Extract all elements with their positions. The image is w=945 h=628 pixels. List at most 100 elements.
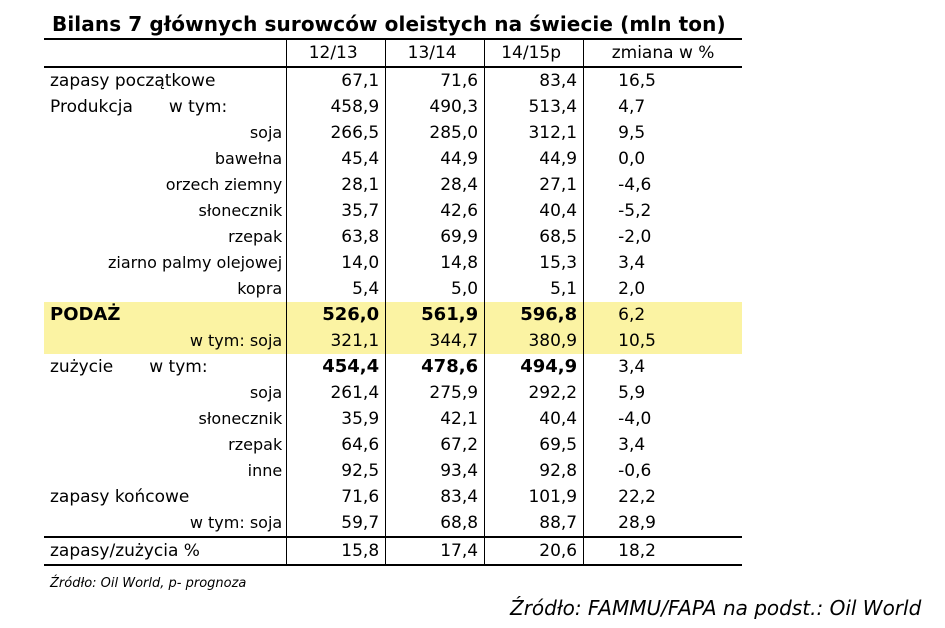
header-cell-change: zmiana w % [583, 38, 742, 68]
row-label-text: orzech ziemny [165, 175, 283, 194]
value-cell: 380,9 [484, 328, 584, 354]
value-cell: 63,8 [286, 224, 386, 250]
value-cell: 5,1 [484, 276, 584, 302]
value-cell: 285,0 [385, 120, 485, 146]
row-label-text: rzepak [228, 227, 283, 246]
table-row: w tym: soja 59,7 68,8 88,7 28,9 [44, 510, 742, 537]
value-cell: 18,2 [583, 536, 742, 566]
row-label-text: ziarno palmy olejowej [108, 253, 283, 272]
value-cell: 596,8 [484, 302, 584, 328]
table-row: soja 266,5 285,0 312,1 9,5 [44, 120, 742, 146]
value-cell: 92,8 [484, 458, 584, 484]
value-cell: 2,0 [583, 276, 742, 302]
value-cell: 40,4 [484, 406, 584, 432]
value-cell: 83,4 [484, 67, 584, 94]
value-cell: 5,0 [385, 276, 485, 302]
row-label-text: soja [249, 123, 283, 142]
value-cell: 513,4 [484, 94, 584, 120]
row-label: orzech ziemny [44, 172, 287, 198]
value-cell: 71,6 [286, 484, 386, 510]
value-cell: 28,9 [583, 510, 742, 537]
row-label: soja [44, 120, 287, 146]
row-label: bawełna [44, 146, 287, 172]
balance-table: 12/13 13/14 14/15p zmiana w % zapasy poc… [44, 38, 742, 566]
source-note: Źródło: Oil World, p- prognoza [50, 576, 247, 591]
row-label-text: Produkcja [50, 97, 133, 117]
value-cell: 454,4 [286, 354, 386, 380]
value-cell: 68,5 [484, 224, 584, 250]
table-row: bawełna 45,4 44,9 44,9 0,0 [44, 146, 742, 172]
table-row: Produkcja w tym: 458,9 490,3 513,4 4,7 [44, 94, 742, 120]
value-cell: 35,7 [286, 198, 386, 224]
value-cell: 4,7 [583, 94, 742, 120]
value-cell: 321,1 [286, 328, 386, 354]
value-cell: -4,0 [583, 406, 742, 432]
value-cell: 526,0 [286, 302, 386, 328]
value-cell: 42,6 [385, 198, 485, 224]
table-row: zapasy/zużycia % 15,8 17,4 20,6 18,2 [44, 536, 742, 566]
row-label-text: rzepak [228, 435, 283, 454]
table-row: słonecznik 35,9 42,1 40,4 -4,0 [44, 406, 742, 432]
value-cell: 101,9 [484, 484, 584, 510]
row-label: zapasy początkowe [44, 67, 287, 94]
value-cell: 71,6 [385, 67, 485, 94]
row-label-text: PODAŻ [50, 304, 121, 325]
value-cell: 312,1 [484, 120, 584, 146]
source-credit: Źródło: FAMMU/FAPA na podst.: Oil World [510, 596, 922, 620]
row-label-text: zapasy/zużycia % [50, 541, 200, 561]
value-cell: 35,9 [286, 406, 386, 432]
value-cell: 67,1 [286, 67, 386, 94]
table-row: PODAŻ 526,0 561,9 596,8 6,2 [44, 302, 742, 328]
header-row: 12/13 13/14 14/15p zmiana w % [44, 38, 742, 68]
table-row: zużycie w tym: 454,4 478,6 494,9 3,4 [44, 354, 742, 380]
value-cell: 14,8 [385, 250, 485, 276]
table-row: zapasy końcowe 71,6 83,4 101,9 22,2 [44, 484, 742, 510]
table-row: w tym: soja 321,1 344,7 380,9 10,5 [44, 328, 742, 354]
row-label: zapasy/zużycia % [44, 536, 287, 566]
row-label-text: zapasy początkowe [50, 71, 216, 91]
table-row: ziarno palmy olejowej 14,0 14,8 15,3 3,4 [44, 250, 742, 276]
row-label: zapasy końcowe [44, 484, 287, 510]
value-cell: 3,4 [583, 354, 742, 380]
row-label: kopra [44, 276, 287, 302]
value-cell: 27,1 [484, 172, 584, 198]
value-cell: 22,2 [583, 484, 742, 510]
value-cell: 292,2 [484, 380, 584, 406]
row-label: słonecznik [44, 198, 287, 224]
row-label: słonecznik [44, 406, 287, 432]
row-label-text: inne [247, 461, 283, 480]
row-label-text: w tym: soja [189, 513, 283, 532]
value-cell: 15,8 [286, 536, 386, 566]
header-cell-1213: 12/13 [286, 38, 386, 68]
table-row: orzech ziemny 28,1 28,4 27,1 -4,6 [44, 172, 742, 198]
value-cell: -5,2 [583, 198, 742, 224]
value-cell: -2,0 [583, 224, 742, 250]
value-cell: 494,9 [484, 354, 584, 380]
value-cell: 9,5 [583, 120, 742, 146]
header-cell-label [44, 38, 287, 68]
value-cell: 42,1 [385, 406, 485, 432]
row-label: inne [44, 458, 287, 484]
value-cell: -0,6 [583, 458, 742, 484]
value-cell: -4,6 [583, 172, 742, 198]
row-label-text: słonecznik [198, 409, 283, 428]
row-label-text: kopra [237, 279, 283, 298]
value-cell: 44,9 [484, 146, 584, 172]
value-cell: 15,3 [484, 250, 584, 276]
value-cell: 67,2 [385, 432, 485, 458]
value-cell: 17,4 [385, 536, 485, 566]
value-cell: 69,5 [484, 432, 584, 458]
row-label-text: bawełna [214, 149, 283, 168]
value-cell: 261,4 [286, 380, 386, 406]
row-label-text: słonecznik [198, 201, 283, 220]
row-label: rzepak [44, 224, 287, 250]
table-row: soja 261,4 275,9 292,2 5,9 [44, 380, 742, 406]
table-row: rzepak 64,6 67,2 69,5 3,4 [44, 432, 742, 458]
value-cell: 561,9 [385, 302, 485, 328]
row-label: zużycie w tym: [44, 354, 287, 380]
table-row: słonecznik 35,7 42,6 40,4 -5,2 [44, 198, 742, 224]
row-label-extra: w tym: [168, 97, 228, 117]
row-label-text: soja [249, 383, 283, 402]
table-title: Bilans 7 głównych surowców oleistych na … [52, 12, 726, 36]
value-cell: 275,9 [385, 380, 485, 406]
